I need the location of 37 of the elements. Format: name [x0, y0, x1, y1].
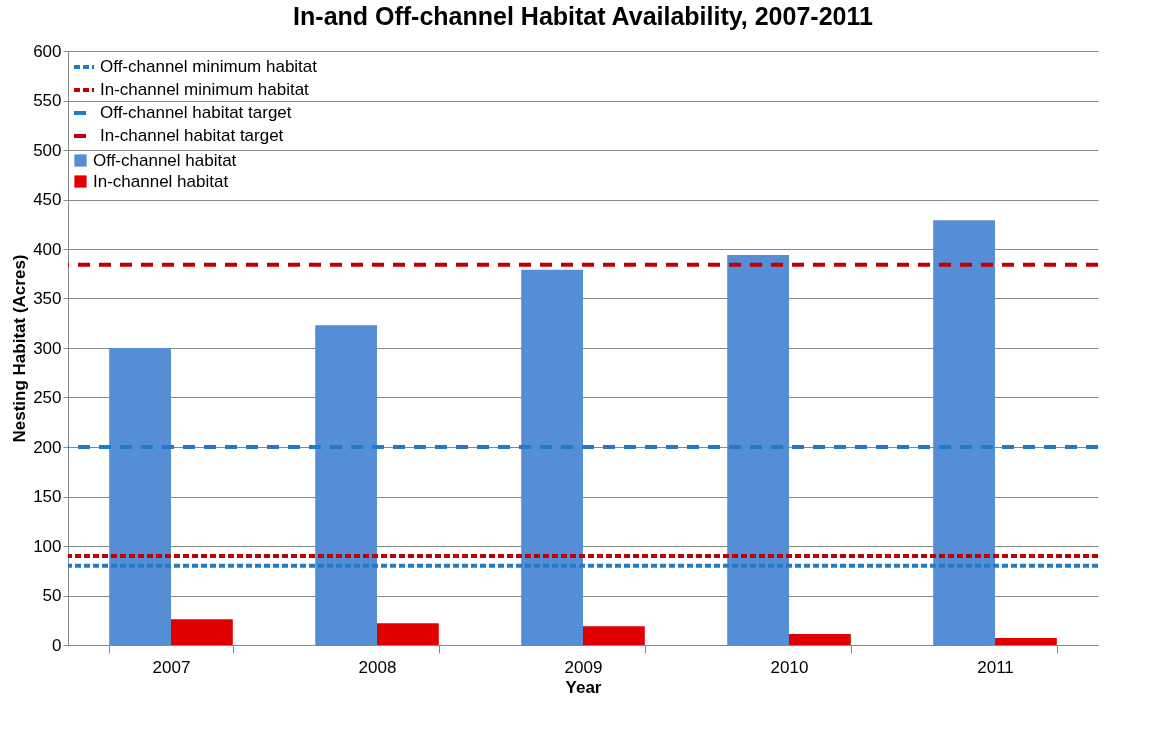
- y-tick-label: 500: [33, 140, 62, 160]
- y-tick-label: 250: [33, 388, 62, 407]
- y-tick-label: 0: [52, 635, 62, 655]
- bar: [109, 348, 171, 645]
- bar: [727, 254, 789, 645]
- bar: [171, 619, 233, 645]
- bar: [521, 269, 583, 645]
- legend-label: Off-channel habitat: [93, 150, 237, 170]
- x-tick-label: 2008: [358, 657, 397, 677]
- y-tick-label: 150: [33, 487, 62, 506]
- legend-label: Off-channel habitat target: [100, 103, 292, 122]
- y-tick-label: 50: [42, 586, 62, 605]
- y-tick-label: 200: [33, 437, 62, 457]
- bar: [933, 220, 995, 645]
- x-tick-label: 2009: [564, 657, 603, 677]
- legend-label: Off-channel minimum habitat: [100, 57, 318, 76]
- y-axis-title: Nesting Habitat (Acres): [10, 254, 30, 443]
- x-tick-label: 2010: [770, 657, 809, 677]
- legend-label: In-channel habitat target: [100, 126, 284, 145]
- y-tick-label: 550: [33, 91, 62, 110]
- legend-label: In-channel habitat: [93, 171, 229, 191]
- bar: [377, 623, 439, 645]
- y-tick-label: 450: [33, 190, 62, 209]
- y-tick-label: 350: [33, 289, 62, 308]
- y-tick-label: 100: [33, 536, 62, 556]
- bar: [583, 626, 645, 645]
- chart-title: In-and Off-channel Habitat Availability, 2007-2011: [293, 2, 873, 30]
- bar: [315, 325, 377, 645]
- bar: [789, 634, 851, 645]
- y-tick-label: 400: [33, 239, 62, 259]
- bar: [995, 638, 1057, 645]
- legend-label: In-channel minimum habitat: [100, 80, 310, 99]
- y-tick-label: 600: [33, 41, 62, 61]
- x-axis-title: Year: [565, 677, 602, 697]
- y-tick-label: 300: [33, 338, 62, 358]
- x-tick-label: 2007: [152, 657, 191, 677]
- x-tick-label: 2011: [977, 657, 1014, 677]
